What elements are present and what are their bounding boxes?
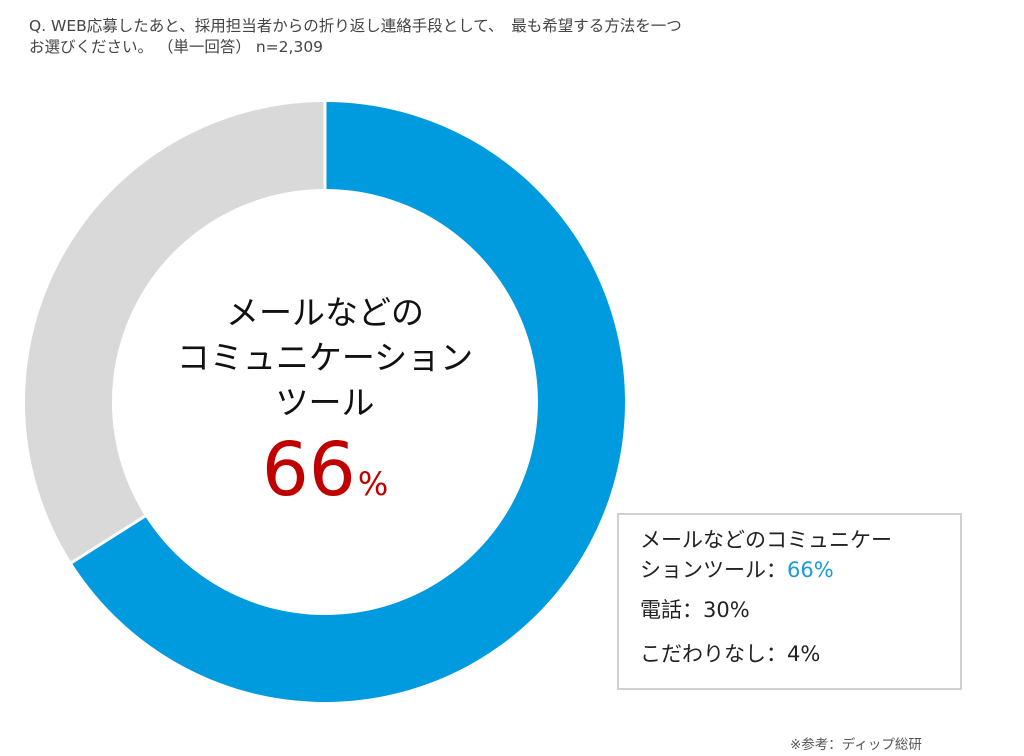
center-label: メールなどの コミュニケーション ツール bbox=[125, 290, 525, 425]
legend-item-1-line-2: ションツール： bbox=[640, 558, 787, 582]
question-line-1: Q. WEB応募したあと、採用担当者からの折り返し連絡手段として、 最も希望する… bbox=[29, 17, 682, 35]
donut-segment-other bbox=[24, 102, 326, 563]
center-value: 66% bbox=[125, 430, 525, 510]
legend-item-1-value: 66% bbox=[787, 558, 834, 582]
legend-item-1-line-1: メールなどのコミュニケー bbox=[640, 528, 892, 552]
legend-item-no-preference: こだわりなし：4% bbox=[640, 642, 821, 666]
legend-box: メールなどのコミュニケー ションツール：66% 電話：30% こだわりなし：4% bbox=[617, 513, 962, 690]
legend-item-communication-tools: メールなどのコミュニケー ションツール：66% bbox=[640, 525, 960, 585]
question-line-2: お選びください。 （単一回答） n=2,309 bbox=[29, 38, 324, 56]
center-label-line-3: ツール bbox=[275, 383, 375, 422]
donut-segment-communication-tools bbox=[71, 102, 625, 702]
center-value-unit: % bbox=[357, 465, 389, 503]
center-value-number: 66 bbox=[261, 427, 356, 513]
survey-question: Q. WEB応募したあと、採用担当者からの折り返し連絡手段として、 最も希望する… bbox=[29, 16, 929, 58]
center-label-line-1: メールなどの bbox=[226, 293, 424, 332]
center-label-line-2: コミュニケーション bbox=[176, 338, 474, 377]
donut-chart bbox=[24, 100, 625, 702]
legend-item-phone: 電話：30% bbox=[640, 598, 750, 622]
source-note: ※参考：ディップ総研 bbox=[790, 737, 922, 753]
